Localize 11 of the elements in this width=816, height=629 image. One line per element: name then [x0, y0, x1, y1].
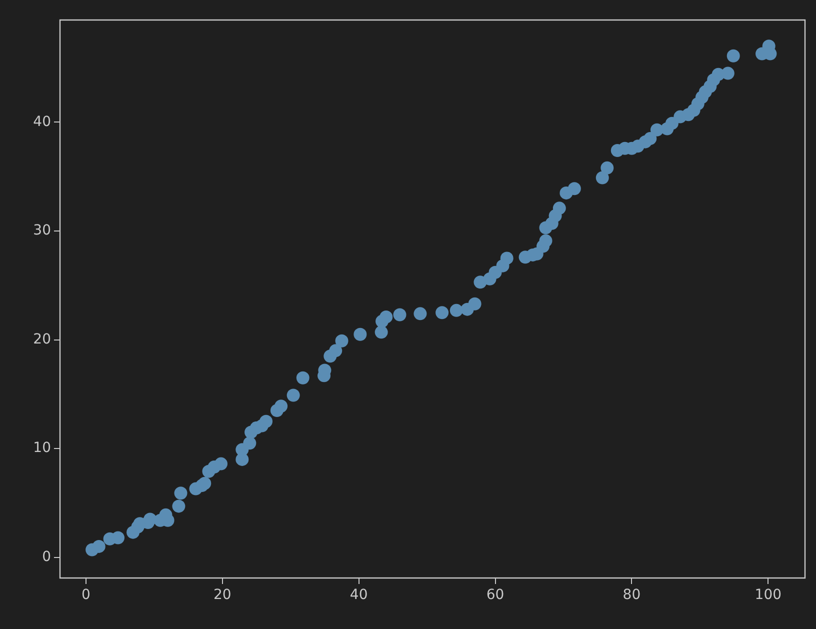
x-tick-label: 0 [81, 587, 90, 604]
x-tick-label: 60 [486, 587, 504, 604]
x-tick-label: 100 [754, 587, 782, 604]
x-tick-label: 20 [213, 587, 232, 604]
x-tick-label: 40 [350, 587, 368, 604]
y-tick-label: 20 [33, 331, 51, 348]
x-tick-label: 80 [622, 587, 641, 604]
y-tick-label: 0 [42, 548, 51, 565]
y-tick-label: 40 [33, 114, 51, 130]
y-tick-label: 10 [33, 440, 51, 456]
y-tick-label: 30 [33, 222, 51, 239]
